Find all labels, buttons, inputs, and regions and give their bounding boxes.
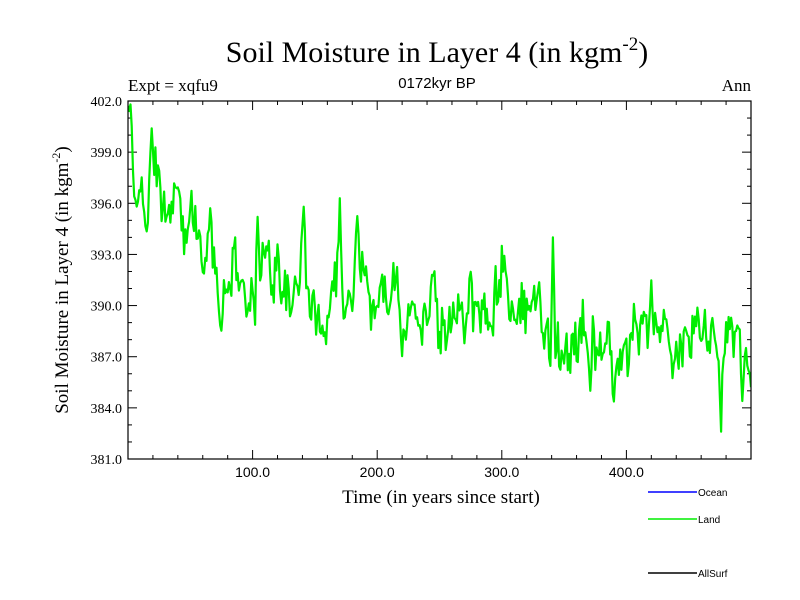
y-axis-title-main: Soil Moisture in Layer 4 (in kgm <box>52 162 73 413</box>
x-tick-label: 400.0 <box>609 464 644 480</box>
y-tick-label: 396.0 <box>91 197 123 212</box>
y-tick-label: 402.0 <box>91 95 123 110</box>
y-axis-title-close: ) <box>52 146 73 152</box>
y-tick-label: 390.0 <box>91 300 123 315</box>
experiment-label: Expt = xqfu9 <box>128 76 218 95</box>
plot-frame <box>127 100 752 460</box>
x-tick-label: 300.0 <box>484 464 519 480</box>
y-axis-title-superscript: -2 <box>49 153 63 163</box>
y-tick-label: 393.0 <box>91 248 123 263</box>
y-axis-title: Soil Moisture in Layer 4 (in kgm-2) <box>49 146 73 414</box>
x-tick-label: 100.0 <box>235 464 270 480</box>
series-line-land <box>128 103 751 433</box>
y-tick-label: 399.0 <box>91 146 123 161</box>
season-label: Ann <box>722 76 752 95</box>
legend-label-land: Land <box>698 515 720 526</box>
y-tick-label: 381.0 <box>91 453 123 468</box>
chart-subtitle: 0172kyr BP <box>398 75 476 92</box>
legend-label-allsurf: AllSurf <box>698 569 728 580</box>
chart-title: Soil Moisture in Layer 4 (in kgm-2) <box>226 34 648 69</box>
y-tick-label: 384.0 <box>91 402 123 417</box>
chart-title-close: ) <box>638 36 648 69</box>
legend-label-ocean: Ocean <box>698 488 727 499</box>
y-tick-label: 387.0 <box>91 351 123 366</box>
chart-title-main: Soil Moisture in Layer 4 (in kgm <box>226 36 623 69</box>
x-axis-title: Time (in years since start) <box>342 487 540 508</box>
x-tick-label: 200.0 <box>360 464 395 480</box>
chart-title-superscript: -2 <box>622 34 638 55</box>
